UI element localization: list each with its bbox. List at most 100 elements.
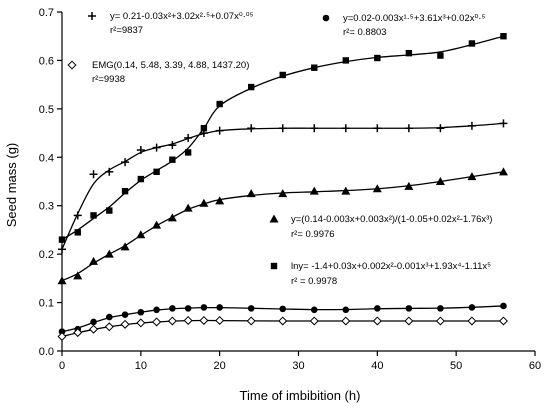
- x-tick-label: 30: [292, 360, 304, 372]
- annotation-triangle: y=(0.14-0.003x+0.003x²)/(1-0.05+0.02x²-1…: [269, 214, 492, 240]
- data-point-circle: [247, 305, 255, 312]
- data-point-plus: [136, 146, 145, 155]
- data-point-triangle: [404, 181, 414, 190]
- data-point-triangle: [104, 249, 114, 258]
- annotation-equation: y=(0.14-0.003x+0.003x²)/(1-0.05+0.02x²-1…: [291, 214, 492, 225]
- data-point-diamond: [309, 316, 319, 326]
- data-point-triangle: [152, 220, 162, 229]
- data-point-diamond: [73, 328, 83, 338]
- data-point-circle: [437, 305, 444, 312]
- data-point-plus: [436, 124, 445, 133]
- y-tick-label: 0.1: [39, 298, 54, 310]
- data-point-diamond: [199, 315, 209, 325]
- data-point-plus: [58, 245, 66, 254]
- data-point-diamond: [215, 315, 225, 325]
- data-points: [57, 33, 508, 341]
- y-tick-label: 0.5: [39, 104, 54, 116]
- data-point-circle: [184, 305, 192, 312]
- data-point-plus: [404, 124, 413, 133]
- data-point-diamond: [246, 316, 256, 326]
- data-point-plus: [152, 143, 161, 152]
- data-point-plus: [373, 124, 382, 133]
- data-point-plus: [467, 121, 476, 130]
- data-point-square: [106, 207, 113, 214]
- data-point-diamond: [467, 316, 477, 326]
- data-point-circle: [468, 304, 476, 311]
- data-point-plus: [247, 124, 256, 133]
- data-point-circle: [374, 305, 381, 312]
- data-point-plus: [89, 170, 98, 179]
- data-point-square: [405, 49, 413, 57]
- annotation-marker-plus: [88, 12, 96, 20]
- x-tick-label: 40: [371, 360, 383, 372]
- y-tick-label: 0.4: [39, 152, 54, 164]
- x-tick-label: 60: [529, 360, 541, 372]
- y-tick-label: 0.2: [39, 249, 54, 261]
- data-point-square: [500, 33, 507, 40]
- data-point-triangle: [57, 276, 67, 285]
- data-point-plus: [73, 211, 82, 220]
- data-point-square: [169, 156, 176, 163]
- data-point-triangle: [167, 213, 177, 222]
- data-point-circle: [58, 328, 66, 335]
- data-point-circle: [310, 306, 318, 314]
- data-point-plus: [499, 119, 508, 128]
- data-point-plus: [310, 124, 319, 133]
- data-point-circle: [342, 306, 350, 314]
- data-point-diamond: [104, 322, 114, 332]
- data-point-triangle: [498, 167, 508, 176]
- data-point-square: [153, 168, 160, 176]
- data-point-square: [200, 125, 208, 132]
- data-point-square: [279, 71, 286, 79]
- x-tick-label: 50: [450, 360, 462, 372]
- data-point-diamond: [404, 316, 414, 326]
- data-point-circle: [153, 306, 160, 314]
- data-point-triangle: [246, 189, 256, 198]
- annotation-diamond: EMG(0.14, 5.48, 3.39, 4.88, 1437.20) r²=9…: [67, 60, 249, 85]
- annotation-circle: y=0.02-0.003x¹·⁵+3.61x³+0.02x⁰·⁵ r²= 0.88…: [322, 13, 485, 38]
- data-point-square: [437, 52, 444, 59]
- x-tick-label: 20: [214, 360, 226, 372]
- data-point-square: [248, 83, 255, 91]
- data-point-plus: [184, 133, 193, 142]
- data-point-plus: [105, 167, 114, 176]
- data-point-square: [311, 64, 318, 71]
- data-point-triangle: [467, 172, 477, 181]
- data-point-triangle: [120, 242, 130, 251]
- y-tick-label: 0.0: [39, 346, 54, 358]
- data-point-diamond: [278, 316, 288, 326]
- data-point-triangle: [309, 186, 319, 195]
- data-point-diamond: [183, 315, 193, 325]
- data-point-diamond: [372, 316, 382, 326]
- data-point-plus: [341, 124, 350, 133]
- annotation-plus: y= 0.21-0.03x²+3.02x²·⁵+0.07x⁰·⁰⁵ r²=9837: [88, 11, 254, 36]
- data-point-diamond: [136, 318, 146, 328]
- data-point-circle: [200, 304, 208, 311]
- data-point-diamond: [498, 316, 508, 326]
- annotation-r2: r²= 0.9976: [291, 229, 335, 240]
- data-point-plus: [278, 124, 287, 133]
- data-point-diamond: [152, 317, 162, 327]
- annotation-marker-circle: [322, 14, 330, 22]
- data-point-circle: [405, 305, 413, 312]
- data-point-plus: [168, 141, 177, 150]
- data-point-square: [58, 236, 66, 243]
- data-point-square: [216, 100, 223, 108]
- annotation-marker-diamond: [67, 60, 77, 70]
- data-point-square: [184, 149, 192, 156]
- data-point-diamond: [341, 316, 351, 326]
- equation-annotations: y= 0.21-0.03x²+3.02x²·⁵+0.07x⁰·⁰⁵ r²=9837…: [67, 11, 492, 287]
- fit-curve-plus: [61, 122, 504, 250]
- y-axis-title: Seed mass (g): [4, 143, 19, 228]
- data-point-circle: [169, 305, 176, 312]
- data-point-circle: [137, 308, 145, 316]
- annotation-r2: r²=9837: [110, 25, 143, 36]
- data-point-circle: [216, 304, 223, 311]
- x-tick-label: 0: [59, 360, 65, 372]
- data-point-triangle: [215, 196, 225, 205]
- annotation-equation: y= 0.21-0.03x²+3.02x²·⁵+0.07x⁰·⁰⁵: [110, 11, 254, 22]
- data-point-circle: [279, 305, 287, 313]
- annotation-marker-triangle: [269, 214, 279, 223]
- data-point-square: [121, 187, 129, 195]
- data-point-diamond: [120, 319, 130, 329]
